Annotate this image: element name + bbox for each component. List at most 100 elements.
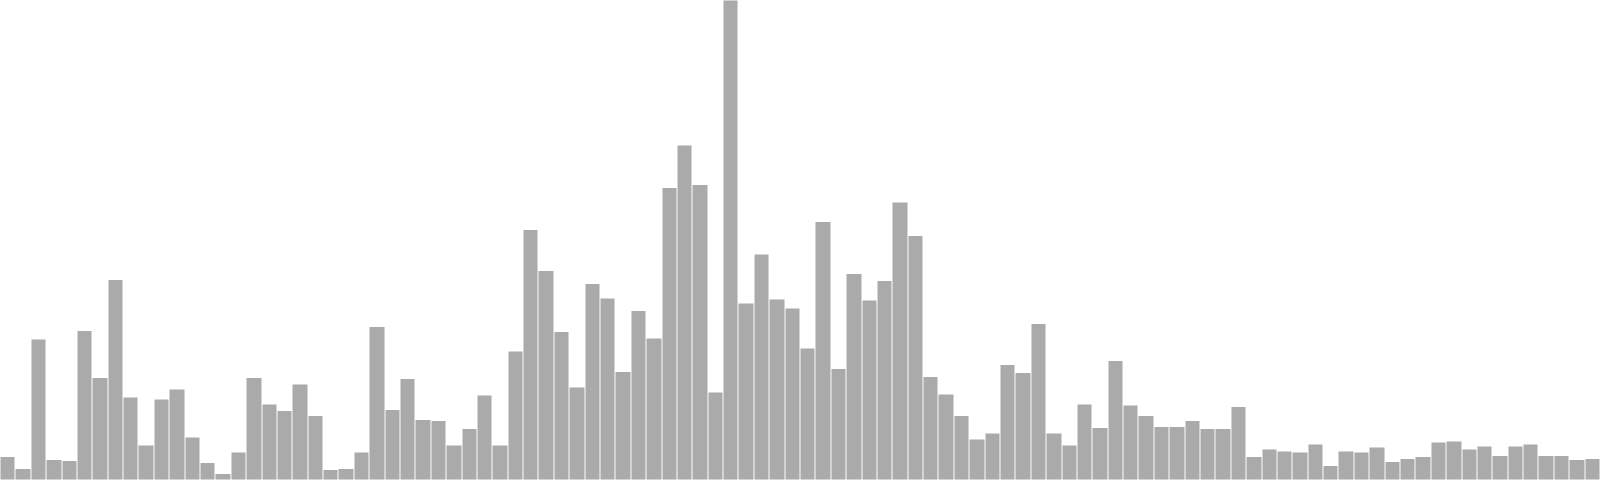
bar-24 [368, 326, 386, 480]
bar-68 [1045, 432, 1063, 480]
bar-13 [199, 462, 216, 480]
bar-30 [461, 428, 478, 480]
bar-81 [1245, 456, 1263, 480]
bar-0 [0, 456, 16, 480]
bar-18 [276, 410, 293, 480]
bar-100 [1537, 455, 1555, 480]
bar-41 [630, 310, 647, 480]
bar-62 [953, 415, 970, 480]
bar-34 [522, 229, 539, 480]
bar-88 [1353, 452, 1370, 480]
bar-3 [45, 459, 63, 480]
bar-70 [1076, 404, 1093, 480]
bar-93 [1430, 441, 1447, 480]
bar-14 [214, 473, 232, 480]
bar-61 [937, 393, 955, 480]
bar-99 [1522, 443, 1539, 480]
bar-53 [814, 221, 832, 480]
bar-9 [137, 444, 155, 480]
bar-43 [661, 187, 678, 480]
bar-60 [922, 376, 939, 480]
bar-77 [1184, 420, 1201, 480]
bar-16 [245, 377, 263, 480]
bar-15 [230, 452, 247, 480]
bar-29 [445, 444, 463, 480]
bar-50 [768, 298, 786, 480]
bar-72 [1107, 360, 1124, 480]
bar-44 [676, 144, 693, 480]
bar-47 [722, 0, 739, 480]
bar-37 [568, 386, 586, 480]
bar-33 [507, 351, 524, 480]
bar-25 [384, 409, 401, 480]
bar-85 [1307, 443, 1324, 480]
bar-95 [1461, 449, 1478, 480]
bar-23 [353, 452, 370, 480]
bar-45 [691, 184, 709, 480]
bar-65 [999, 364, 1016, 480]
bar-42 [645, 337, 663, 480]
bar-64 [984, 432, 1001, 480]
bar-36 [553, 331, 570, 480]
bar-5 [76, 330, 93, 480]
bar-94 [1445, 440, 1463, 480]
bar-71 [1091, 427, 1109, 480]
bar-74 [1137, 415, 1155, 480]
bar-55 [845, 273, 863, 480]
bar-6 [91, 377, 109, 480]
bar-86 [1322, 465, 1339, 480]
bar-22 [337, 468, 355, 480]
bar-97 [1491, 455, 1509, 480]
bar-11 [168, 388, 186, 480]
bar-57 [876, 280, 893, 480]
bar-35 [537, 270, 555, 480]
bar-31 [476, 394, 493, 480]
bar-69 [1061, 444, 1078, 480]
bar-66 [1014, 372, 1032, 480]
bar-46 [707, 391, 724, 480]
bar-76 [1168, 426, 1186, 480]
bar-49 [753, 253, 770, 480]
bar-1 [14, 468, 32, 480]
bar-82 [1261, 449, 1278, 480]
bar-21 [322, 469, 339, 480]
bar-98 [1507, 445, 1524, 480]
bar-58 [891, 201, 909, 480]
bar-12 [184, 436, 201, 480]
bar-56 [861, 299, 878, 480]
bar-48 [737, 303, 755, 480]
bar-54 [830, 368, 847, 480]
bar-96 [1476, 445, 1493, 480]
bar-38 [584, 283, 601, 480]
bar-19 [291, 383, 309, 480]
bar-10 [153, 399, 170, 480]
bar-101 [1553, 455, 1570, 480]
bar-63 [968, 438, 986, 480]
bar-103 [1584, 458, 1600, 480]
bar-8 [122, 396, 139, 480]
bar-87 [1337, 451, 1355, 480]
bar-51 [784, 308, 801, 480]
bar-4 [61, 460, 78, 480]
bar-89 [1368, 447, 1386, 480]
bar-59 [907, 235, 924, 480]
bar-75 [1153, 426, 1170, 480]
bar-27 [414, 419, 432, 480]
bar-20 [307, 415, 324, 480]
bar-39 [599, 297, 616, 480]
bar-26 [399, 378, 416, 480]
bar-90 [1384, 461, 1401, 480]
bar-32 [491, 444, 509, 480]
bar-40 [614, 371, 632, 480]
bar-7 [107, 279, 124, 480]
bar-102 [1568, 459, 1586, 480]
bar-52 [799, 347, 816, 480]
bar-2 [30, 338, 47, 480]
bar-78 [1199, 428, 1216, 480]
bar-83 [1276, 451, 1293, 480]
bar-91 [1399, 458, 1416, 480]
bar-17 [261, 404, 278, 480]
bar-28 [430, 420, 447, 480]
